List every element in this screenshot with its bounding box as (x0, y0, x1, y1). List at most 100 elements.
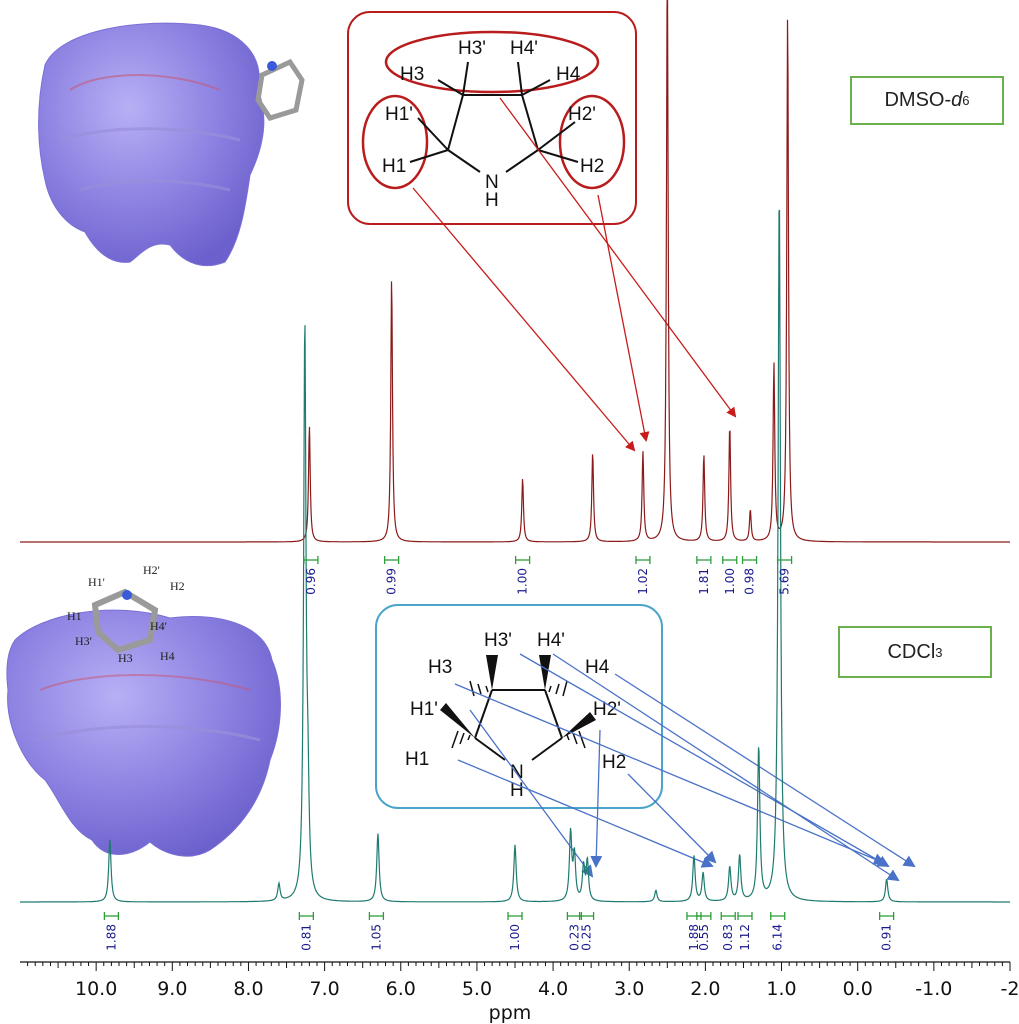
bottom-label-nh: H (510, 780, 524, 801)
integral-value: 0.25 (580, 924, 594, 951)
integral-cdcl3-5: 0.25 (578, 912, 595, 951)
tick-label: 4.0 (538, 978, 568, 1000)
structure-box-top: H3' H4' H3 H4 H1' H2' H1 H2 N H (347, 11, 637, 225)
integral-value: 6.14 (771, 924, 785, 951)
model-label-h3: H3 (118, 651, 133, 665)
top-label-h4p: H4' (510, 38, 538, 59)
bottom-label-h2p: H2' (593, 699, 621, 720)
integral-cdcl3-10: 6.14 (770, 912, 786, 951)
bottom-label-h4: H4 (585, 657, 610, 678)
top-label-n: N (485, 172, 499, 193)
integral-value: 1.00 (508, 924, 522, 951)
top-label-h2p: H2' (568, 104, 596, 125)
top-label-h1: H1 (382, 156, 406, 177)
bottom-label-h1: H1 (405, 749, 429, 770)
integral-dmso-1: 0.99 (383, 556, 400, 595)
integral-cdcl3-2: 1.05 (368, 912, 385, 951)
integral-value: 0.81 (299, 924, 313, 951)
host-guest-model-top (38, 22, 305, 267)
spectra-layer (20, 0, 1010, 903)
tick-label: 3.0 (614, 978, 644, 1000)
structure-box-bottom: H3' H4' H3 H4 H1' H2' H1 H2 N H (375, 604, 663, 809)
top-label-h3: H3 (400, 64, 424, 85)
guest-molecule-top (255, 58, 305, 121)
host-guest-model-bottom: H1' H2' H2 H1 H3' H4' H3 H4 (6, 563, 281, 857)
integral-dmso-4: 1.81 (696, 556, 712, 595)
hashed-bonds-bottom (451, 680, 586, 749)
integral-cdcl3-3: 1.00 (507, 912, 523, 951)
integral-dmso-5: 1.00 (722, 556, 738, 595)
integral-value: 5.69 (778, 568, 792, 595)
top-label-h1p: H1' (385, 104, 413, 125)
ring-bonds-top (409, 61, 579, 173)
integral-value: 1.00 (516, 568, 530, 595)
integral-dmso-2: 1.00 (514, 556, 531, 595)
integrals-layer: 0.96 0.99 1.00 1.02 1.81 1.00 0.98 5.69 1.88 0.81… (103, 556, 895, 951)
solvent-dmso-sub: 6 (962, 93, 970, 108)
integral-cdcl3-8: 0.83 (720, 912, 736, 951)
x-axis-label: ppm (489, 1002, 532, 1024)
integral-value: 0.83 (721, 924, 735, 951)
highlight-h3-h4 (384, 30, 600, 94)
tick-label: 5.0 (462, 978, 492, 1000)
tick-label: -2 (1001, 978, 1019, 1000)
highlight-h1 (361, 94, 429, 190)
spectrum-cdcl3 (20, 209, 1010, 903)
model-label-h1: H1 (67, 609, 82, 623)
tick-label: 10.0 (75, 978, 117, 1000)
top-label-h3p: H3' (458, 38, 486, 59)
tick-label: -1.0 (915, 978, 952, 1000)
bottom-label-h3: H3 (428, 657, 452, 678)
bottom-label-h1p: H1' (410, 699, 438, 720)
integral-value: 0.98 (743, 568, 757, 595)
integral-cdcl3-7: 0.55 (696, 912, 712, 951)
integral-cdcl3-9: 1.12 (737, 912, 753, 951)
model-label-h2: H2 (170, 579, 185, 593)
integral-value: 0.55 (697, 924, 711, 951)
red-assignment-arrows (412, 97, 737, 452)
integral-dmso-6: 0.98 (741, 556, 758, 595)
tick-label: 1.0 (766, 978, 796, 1000)
integral-value: 0.23 (567, 924, 581, 951)
integral-cdcl3-1: 0.81 (298, 912, 314, 951)
bottom-label-h2: H2 (602, 752, 626, 773)
solvent-dmso-italic: d (951, 89, 963, 111)
model-label-h4: H4 (160, 649, 175, 663)
solvent-label-cdcl3: CDCl 3 (838, 626, 992, 678)
model-label-h1p: H1' (88, 575, 105, 589)
integral-cdcl3-11: 0.91 (878, 912, 895, 951)
solvent-label-dmso: DMSO-d 6 (850, 76, 1004, 125)
integral-value: 1.81 (697, 568, 711, 595)
tick-label: 6.0 (386, 978, 416, 1000)
solvent-cdcl3-main: CDCl (887, 640, 936, 663)
tick-label: 0.0 (843, 978, 873, 1000)
integral-value: 1.02 (636, 568, 650, 595)
integral-value: 0.91 (880, 924, 894, 951)
integral-value: 1.12 (738, 924, 752, 951)
tick-label: 2.0 (690, 978, 720, 1000)
integral-value: 1.05 (369, 924, 383, 951)
integral-dmso-7: 5.69 (776, 556, 793, 595)
solvent-dmso-main: DMSO- (884, 89, 952, 111)
highlight-h2 (558, 94, 626, 190)
solvent-cdcl3-sub: 3 (935, 644, 943, 660)
top-label-h2: H2 (580, 156, 604, 177)
top-label-nh: H (485, 190, 499, 211)
x-axis: 10.0 9.0 8.0 7.0 6.0 5.0 4.0 3.0 2.0 1.0 0.0 -1.0 -2… (20, 961, 1019, 1024)
top-label-h4: H4 (556, 64, 581, 85)
tick-label: 7.0 (310, 978, 340, 1000)
model-label-h2p: H2' (143, 563, 160, 577)
spectrum-dmso (20, 0, 1010, 543)
model-label-h4p: H4' (150, 619, 167, 633)
integral-dmso-3: 1.02 (635, 556, 651, 595)
bottom-label-h3p: H3' (484, 630, 512, 651)
integral-cdcl3-0: 1.88 (103, 912, 120, 951)
integral-value: 1.88 (104, 924, 118, 951)
integral-value: 0.96 (304, 568, 318, 595)
guest-molecule-bottom (91, 588, 159, 654)
integral-value: 1.88 (687, 924, 701, 951)
blue-assignment-arrows (454, 653, 916, 882)
bottom-label-h4p: H4' (537, 630, 565, 651)
tick-label: 8.0 (233, 978, 263, 1000)
